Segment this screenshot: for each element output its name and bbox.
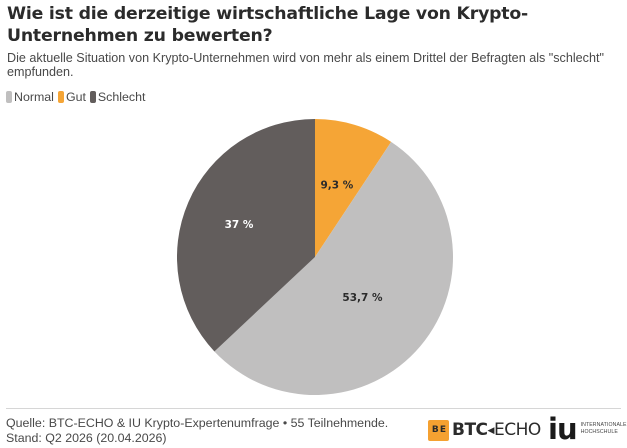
legend-swatch-gut [57, 91, 64, 103]
legend: Normal Gut Schlecht [6, 90, 149, 104]
iu-line1: INTERNATIONALE [580, 422, 627, 428]
legend-item-gut[interactable]: Gut [57, 90, 86, 104]
chart-subtitle: Die aktuelle Situation von Krypto-Untern… [7, 51, 604, 79]
legend-item-normal[interactable]: Normal [6, 90, 54, 104]
btc-word-light: ECHO [493, 420, 541, 440]
btc-echo-logo-mark: B E [428, 419, 449, 441]
pie-slice-gut[interactable] [315, 119, 392, 257]
pie-label-normal: 53,7 % [342, 292, 383, 304]
btc-echo-logo: B E BTC◀ECHO [428, 419, 541, 441]
source-text: Quelle: BTC-ECHO & IU Krypto-Expertenumf… [6, 416, 389, 430]
chart-title: Wie ist die derzeitige wirtschaftliche L… [7, 4, 529, 46]
iu-wordmark: iu [548, 412, 578, 446]
legend-label-schlecht: Schlecht [97, 90, 146, 104]
btc-mark-text: B E [431, 425, 446, 435]
pie-chart: 9,3 % 53,7 % 37 % [0, 110, 627, 405]
date-text: Stand: Q2 2026 (20.04.2026) [6, 431, 167, 445]
legend-item-schlecht[interactable]: Schlecht [89, 90, 146, 104]
footer-divider [6, 408, 621, 409]
pie-label-schlecht: 37 % [225, 219, 254, 231]
btc-word-bold: BTC [452, 420, 488, 440]
legend-label-normal: Normal [14, 90, 54, 104]
iu-subtitle: INTERNATIONALE HOCHSCHULE [581, 422, 627, 435]
legend-swatch-normal [6, 91, 12, 103]
pie-slice-schlecht[interactable] [177, 119, 315, 352]
footer-source: Quelle: BTC-ECHO & IU Krypto-Expertenumf… [6, 416, 388, 446]
iu-line2: HOCHSCHULE [580, 428, 618, 435]
legend-swatch-schlecht [89, 91, 96, 103]
btc-arrow-icon: ◀ [487, 426, 495, 436]
pie-chart-svg: 9,3 % 53,7 % 37 % [177, 119, 453, 395]
pie-label-gut: 9,3 % [320, 179, 353, 191]
iu-logo: iu INTERNATIONALE HOCHSCHULE [548, 414, 627, 444]
btc-echo-wordmark: BTC◀ECHO [452, 420, 541, 440]
legend-label-gut: Gut [65, 90, 86, 104]
pie-slice-normal[interactable] [214, 141, 453, 395]
